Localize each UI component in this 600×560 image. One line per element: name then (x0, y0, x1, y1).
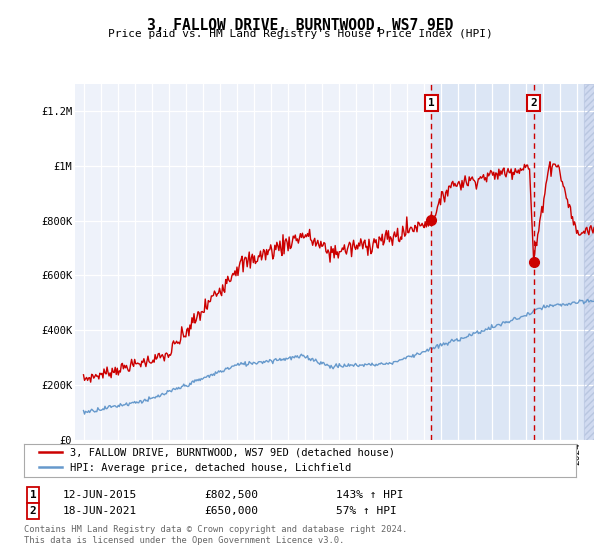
Text: £650,000: £650,000 (204, 506, 258, 516)
Text: 57% ↑ HPI: 57% ↑ HPI (336, 506, 397, 516)
Text: 2: 2 (530, 98, 537, 108)
Text: £802,500: £802,500 (204, 490, 258, 500)
Text: 18-JUN-2021: 18-JUN-2021 (63, 506, 137, 516)
Bar (584, 84, 594, 440)
Text: Price paid vs. HM Land Registry's House Price Index (HPI): Price paid vs. HM Land Registry's House … (107, 29, 493, 39)
Text: Contains HM Land Registry data © Crown copyright and database right 2024.
This d: Contains HM Land Registry data © Crown c… (24, 525, 407, 545)
Bar (431, 84, 594, 440)
Text: 1: 1 (428, 98, 434, 108)
Text: 3, FALLOW DRIVE, BURNTWOOD, WS7 9ED: 3, FALLOW DRIVE, BURNTWOOD, WS7 9ED (147, 18, 453, 33)
Text: 1: 1 (29, 490, 37, 500)
Text: 143% ↑ HPI: 143% ↑ HPI (336, 490, 404, 500)
Bar (584, 84, 594, 440)
Text: 12-JUN-2015: 12-JUN-2015 (63, 490, 137, 500)
Text: 2: 2 (29, 506, 37, 516)
Legend: 3, FALLOW DRIVE, BURNTWOOD, WS7 9ED (detached house), HPI: Average price, detach: 3, FALLOW DRIVE, BURNTWOOD, WS7 9ED (det… (35, 444, 400, 477)
